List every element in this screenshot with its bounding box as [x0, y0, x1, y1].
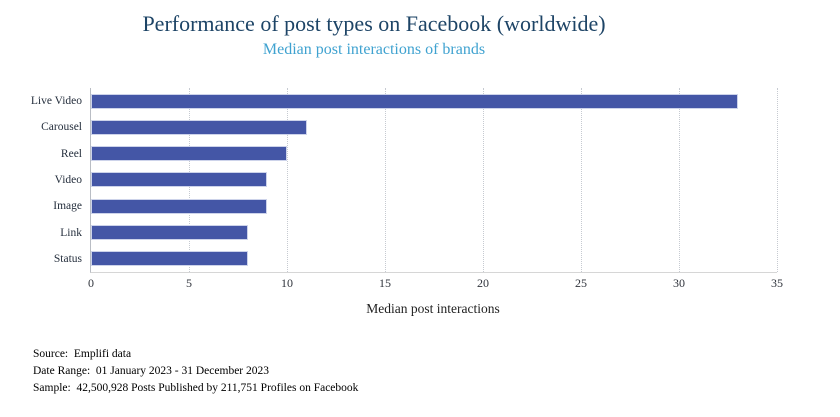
category-label: Video	[54, 173, 82, 186]
bar-row	[91, 193, 777, 219]
sample-line: Sample: 42,500,928 Posts Published by 21…	[33, 382, 359, 394]
gridline	[483, 88, 484, 272]
x-tick-label: 5	[186, 276, 192, 290]
gridline	[679, 88, 680, 272]
bar-row	[91, 219, 777, 245]
chart-title: Performance of post types on Facebook (w…	[142, 11, 606, 36]
x-tick-label: 15	[379, 276, 391, 290]
category-label: Image	[53, 200, 82, 213]
bar-video	[91, 172, 268, 188]
chart-subtitle: Median post interactions of brands	[262, 41, 486, 58]
bar-row	[91, 246, 777, 272]
source-footer: Source: Emplifi data Date Range: 01 Janu…	[33, 346, 358, 397]
plot-area: Live Video Carousel Reel Video Image Link Stat…	[31, 88, 783, 290]
category-label: Carousel	[41, 121, 82, 134]
y-axis-labels: Live Video Carousel Reel Video Image Link Stat…	[9, 88, 91, 272]
x-tick-label: 35	[771, 276, 783, 290]
gridline	[385, 88, 386, 272]
source-line: Source: Emplifi data	[33, 348, 132, 360]
bar-live-video	[91, 93, 738, 109]
category-label: Reel	[60, 147, 82, 160]
category-label: Status	[53, 252, 82, 265]
date-range-line: Date Range: 01 January 2023 - 31 Decembe…	[33, 365, 269, 377]
bar-row	[91, 88, 777, 114]
x-axis-ticks: 0 5 10 15 20 25 30 35	[88, 272, 783, 290]
gridline	[581, 88, 582, 272]
bar-row	[91, 114, 777, 140]
x-tick-label: 30	[673, 276, 685, 290]
bar-image	[91, 198, 268, 214]
x-tick-label: 0	[88, 276, 94, 290]
x-axis-title: Median post interactions	[366, 301, 500, 316]
gridline	[777, 88, 778, 272]
bar-reel	[91, 146, 287, 162]
bar-row	[91, 141, 777, 167]
bar-status	[91, 251, 248, 267]
x-tick-label: 25	[575, 276, 587, 290]
bar-row	[91, 167, 777, 193]
bar-rows	[91, 88, 777, 272]
gridline	[287, 88, 288, 272]
x-tick-label: 20	[477, 276, 489, 290]
x-tick-label: 10	[281, 276, 293, 290]
bar-carousel	[91, 119, 307, 135]
category-label: Link	[60, 226, 82, 239]
bar-link	[91, 225, 248, 241]
category-label: Live Video	[30, 95, 82, 108]
title-block: Performance of post types on Facebook (w…	[0, 10, 748, 60]
